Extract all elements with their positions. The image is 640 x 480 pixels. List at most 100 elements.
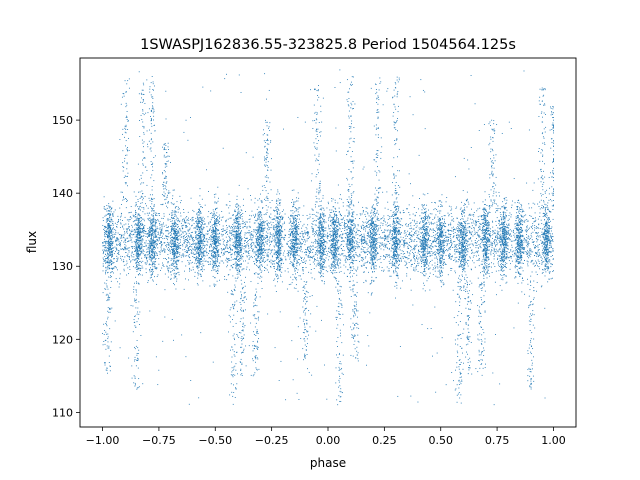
data-point xyxy=(351,251,353,253)
data-point xyxy=(190,269,192,271)
data-point xyxy=(423,224,424,226)
data-point xyxy=(202,253,204,255)
data-point xyxy=(269,236,271,237)
data-point xyxy=(167,248,169,250)
data-point xyxy=(507,232,508,234)
data-point xyxy=(313,219,315,221)
data-point xyxy=(312,231,314,233)
data-point xyxy=(257,239,259,241)
data-point xyxy=(127,267,129,269)
data-point xyxy=(269,245,271,247)
data-point xyxy=(210,243,212,245)
data-point xyxy=(108,233,110,235)
data-point xyxy=(236,264,238,266)
data-point xyxy=(448,205,450,207)
data-point xyxy=(381,229,383,231)
data-point xyxy=(136,241,138,243)
data-point xyxy=(408,232,410,234)
data-point xyxy=(374,225,376,227)
data-point xyxy=(107,272,108,274)
data-point xyxy=(113,237,115,239)
data-point xyxy=(374,234,376,236)
data-point xyxy=(458,234,459,236)
data-point xyxy=(166,241,168,243)
data-point xyxy=(408,252,410,254)
data-point xyxy=(541,262,543,264)
data-point xyxy=(204,204,206,206)
data-point xyxy=(418,257,420,259)
data-point xyxy=(546,251,548,253)
data-point xyxy=(104,232,106,234)
data-point xyxy=(232,214,234,216)
data-point xyxy=(339,254,341,256)
data-point xyxy=(448,223,450,225)
data-point xyxy=(103,258,105,260)
data-point xyxy=(367,221,368,223)
data-point xyxy=(463,268,465,270)
data-point xyxy=(445,231,447,233)
data-point xyxy=(336,224,338,226)
data-point xyxy=(442,253,444,255)
data-point xyxy=(257,230,259,232)
data-point xyxy=(367,254,368,256)
data-point xyxy=(252,234,254,236)
data-point xyxy=(497,233,499,235)
data-point xyxy=(420,246,422,248)
data-point xyxy=(460,237,461,238)
data-point xyxy=(172,240,174,242)
data-point xyxy=(375,231,377,233)
data-point xyxy=(536,252,538,254)
data-point xyxy=(297,225,299,227)
data-point xyxy=(163,248,165,250)
data-point xyxy=(310,256,312,257)
data-point xyxy=(232,224,234,226)
data-point xyxy=(507,233,508,235)
data-point xyxy=(457,228,459,229)
data-point xyxy=(264,252,266,254)
data-point xyxy=(181,220,183,222)
data-point xyxy=(398,219,400,221)
data-point xyxy=(352,248,354,250)
data-point xyxy=(204,235,206,237)
data-point xyxy=(388,234,390,236)
data-point xyxy=(433,254,435,256)
data-point xyxy=(161,223,163,225)
data-point xyxy=(443,250,444,252)
data-point xyxy=(183,236,185,238)
data-point xyxy=(262,257,264,259)
data-point xyxy=(428,234,430,236)
data-point xyxy=(439,271,441,273)
data-point xyxy=(214,237,216,239)
data-point xyxy=(134,242,136,244)
data-point xyxy=(293,259,295,261)
data-point xyxy=(170,241,172,243)
data-point xyxy=(431,251,433,252)
data-point xyxy=(223,253,225,255)
data-point xyxy=(296,237,298,239)
data-point xyxy=(125,239,127,241)
data-point xyxy=(161,227,163,229)
data-point xyxy=(546,257,548,259)
data-point xyxy=(392,260,393,262)
data-point xyxy=(330,271,332,273)
data-point xyxy=(464,265,466,266)
data-point xyxy=(106,205,108,206)
data-point xyxy=(535,227,537,229)
data-point xyxy=(339,258,341,260)
data-point xyxy=(194,230,196,232)
data-point xyxy=(163,213,165,215)
data-point xyxy=(124,216,126,218)
data-point xyxy=(373,231,375,233)
data-point xyxy=(489,212,491,213)
data-point xyxy=(351,236,353,238)
data-point xyxy=(421,258,423,260)
data-point xyxy=(238,232,240,234)
data-point xyxy=(117,252,119,254)
data-point xyxy=(213,216,215,218)
data-point xyxy=(227,291,229,293)
data-point xyxy=(200,241,201,243)
data-point xyxy=(403,244,404,246)
data-point xyxy=(190,232,192,233)
data-point xyxy=(453,226,454,228)
data-point xyxy=(383,236,385,238)
